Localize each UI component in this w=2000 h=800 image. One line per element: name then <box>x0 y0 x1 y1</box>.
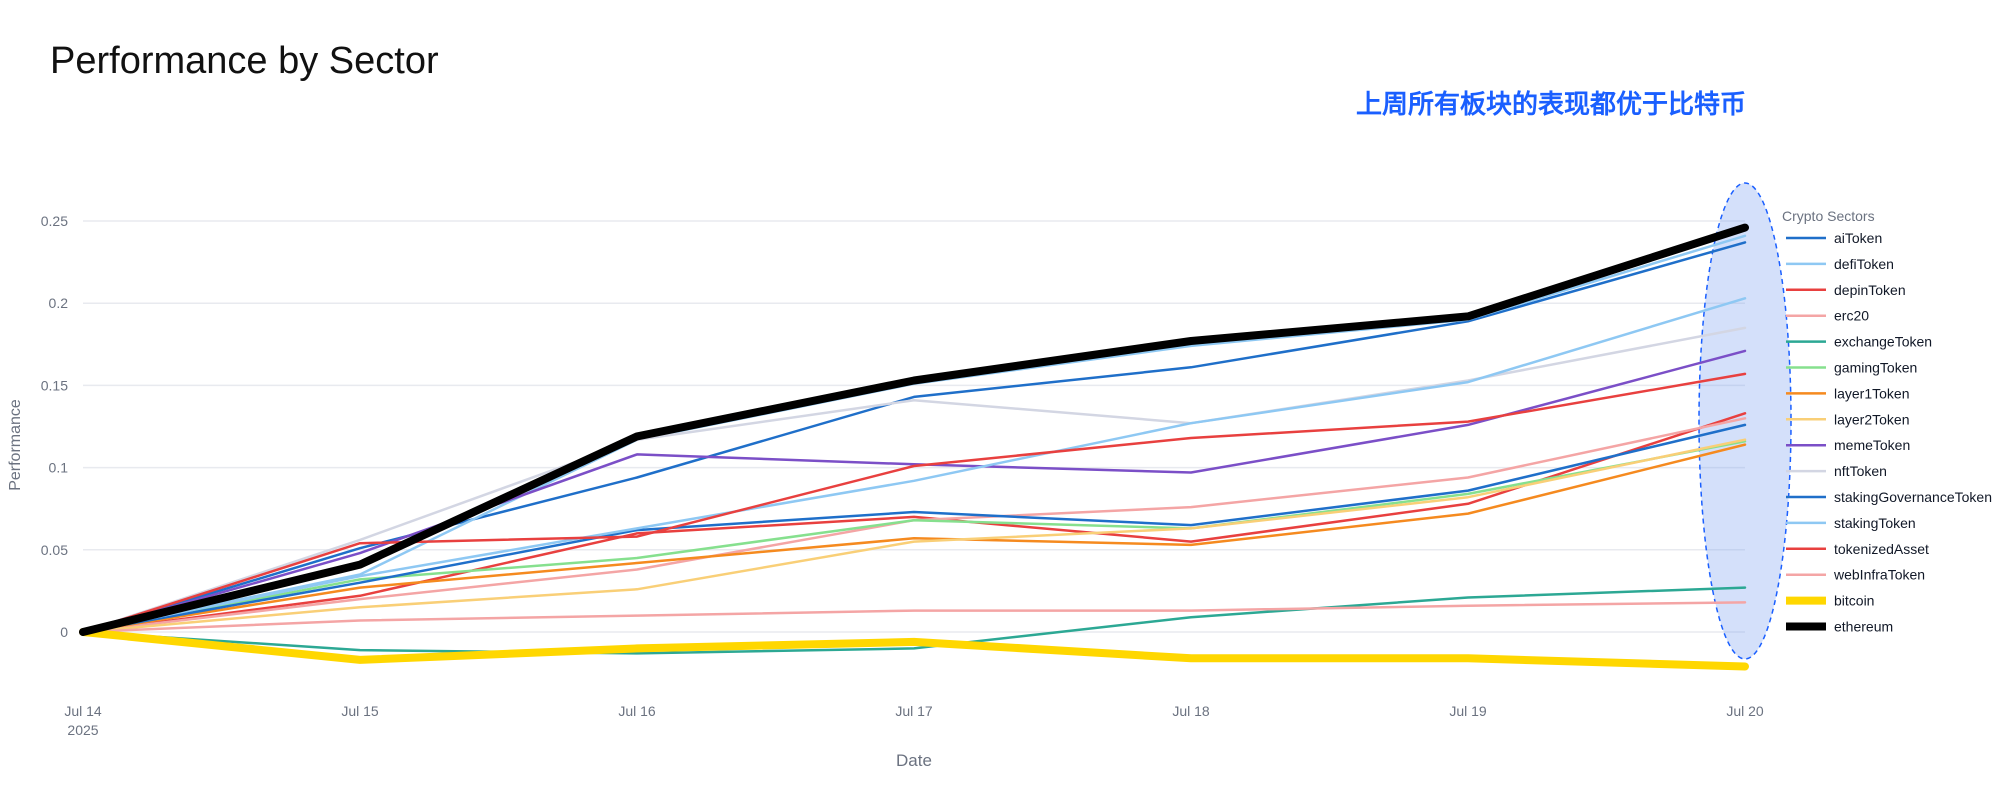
y-axis-title: Performance <box>7 399 24 491</box>
legend-label-exchangeToken: exchangeToken <box>1834 334 1932 350</box>
legend-label-layer2Token: layer2Token <box>1834 411 1910 427</box>
legend-label-memeToken: memeToken <box>1834 437 1910 453</box>
series-line-aiToken <box>81 241 1747 634</box>
x-tick-label: Jul 17 <box>895 703 933 719</box>
series-line-gamingToken <box>81 440 1747 634</box>
series-line-layer2Token <box>81 438 1747 634</box>
legend-label-layer1Token: layer1Token <box>1834 385 1910 401</box>
legend-label-stakingToken: stakingToken <box>1834 515 1916 531</box>
series-line-exchangeToken <box>81 586 1747 655</box>
legend-label-nftToken: nftToken <box>1834 463 1887 479</box>
y-tick-label: 0 <box>60 624 68 640</box>
x-axis-title: Date <box>896 751 932 770</box>
x-tick-label: Jul 15 <box>341 703 379 719</box>
axes: 0 0.05 0.1 0.15 0.2 0.25 Jul 14 Jul 15 Jul 16 Jul… <box>7 213 1764 770</box>
legend-label-erc20: erc20 <box>1834 308 1869 324</box>
series-line-webInfraToken <box>81 601 1747 634</box>
series-line-depinToken <box>81 412 1747 634</box>
chart-annotation: 上周所有板块的表现都优于比特币 <box>1356 90 1747 120</box>
x-tick-label: Jul 18 <box>1172 703 1210 719</box>
legend-label-gamingToken: gamingToken <box>1834 360 1917 376</box>
legend: Crypto Sectors aiToken defiToken depinToken… <box>1782 208 1992 635</box>
series-line-memeToken <box>81 349 1747 634</box>
legend-label-aiToken: aiToken <box>1834 230 1882 246</box>
x-tick-label: Jul 14 <box>64 703 102 719</box>
legend-label-webInfraToken: webInfraToken <box>1833 567 1925 583</box>
series-line-stakingToken <box>81 297 1747 634</box>
legend-title: Crypto Sectors <box>1782 208 1875 224</box>
y-tick-label: 0.05 <box>41 542 68 558</box>
legend-label-stakingGovernanceToken: stakingGovernanceToken <box>1834 489 1992 505</box>
x-tick-label: Jul 19 <box>1449 703 1487 719</box>
legend-label-ethereum: ethereum <box>1834 619 1893 635</box>
y-tick-label: 0.25 <box>41 213 68 229</box>
legend-label-defiToken: defiToken <box>1834 256 1894 272</box>
chart-title: Performance by Sector <box>50 40 439 82</box>
series-line-ethereum <box>79 223 1749 636</box>
legend-label-tokenizedAsset: tokenizedAsset <box>1834 541 1929 557</box>
x-tick-label: Jul 16 <box>618 703 656 719</box>
series-lines <box>79 223 1749 671</box>
grid-lines <box>83 220 1745 633</box>
y-tick-label: 0.2 <box>49 295 69 311</box>
series-line-tokenizedAsset <box>81 372 1747 634</box>
series-line-bitcoin <box>79 628 1749 671</box>
highlight-layer <box>1698 182 1792 660</box>
y-tick-label: 0.15 <box>41 377 68 393</box>
legend-label-depinToken: depinToken <box>1834 282 1906 298</box>
legend-label-bitcoin: bitcoin <box>1834 593 1874 609</box>
series-line-layer1Token <box>81 443 1747 634</box>
x-tick-year-label: 2025 <box>67 722 98 738</box>
highlight-ellipse <box>1698 182 1792 660</box>
y-tick-label: 0.1 <box>49 460 69 476</box>
series-line-nftToken <box>81 326 1747 634</box>
series-line-stakingGovernanceToken <box>81 423 1747 634</box>
x-tick-label: Jul 20 <box>1726 703 1764 719</box>
